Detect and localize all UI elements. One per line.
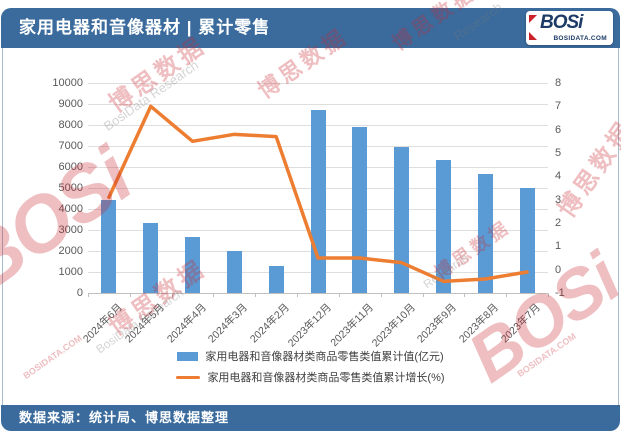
y-axis-left-tick-label: 5000 [58, 182, 83, 194]
gridline [88, 83, 548, 84]
y-axis-right-tick-label: 2 [555, 217, 562, 229]
x-axis-tick [88, 293, 89, 297]
bar-2023年7月 [519, 188, 535, 293]
y-axis-left: 0 1000 2000 3000 4000 5000 6000 7000 8000 9000 100… [3, 77, 83, 299]
x-axis-tick [338, 293, 340, 297]
logo-accent-icon [529, 15, 537, 23]
legend-label: 家用电器和音像器材类商品零售类值累计增长(%) [207, 372, 445, 384]
legend-item-line: 家用电器和音像器材类商品零售类值累计增长(%) [176, 369, 445, 385]
chart-region: 0 1000 2000 3000 4000 5000 6000 7000 8000 9000 100… [2, 48, 619, 405]
bar-2023年11月 [352, 127, 368, 293]
logo-accent-icon [529, 32, 537, 40]
x-axis-tick [255, 293, 257, 297]
y-axis-left-tick-label: 4000 [58, 203, 83, 215]
growth-line [107, 104, 529, 284]
growth-line-series [107, 104, 529, 284]
x-axis-tick [380, 293, 382, 297]
bar-2024年5月 [143, 222, 159, 293]
bar-2024年4月 [185, 237, 201, 293]
x-axis-tick [464, 293, 466, 297]
y-axis-left-tick-label: 2000 [58, 245, 83, 257]
x-axis-tick [506, 293, 508, 297]
y-axis-right-tick-label: 8 [555, 77, 562, 89]
y-axis-right-tick-label: 7 [555, 100, 562, 113]
x-axis-tick [422, 293, 424, 297]
x-axis-tick [129, 293, 131, 297]
legend-item-bar: 家用电器和音像器材类商品零售类值累计值(亿元) [177, 348, 444, 364]
footer-bar: 数据来源：统计局、博思数据整理 [1, 405, 620, 431]
line-series-swatch [176, 375, 201, 379]
gridline [88, 104, 548, 105]
plot-area [88, 83, 548, 294]
logo-wordmark: BOSi [540, 12, 583, 33]
legend-label: 家用电器和音像器材类商品零售类值累计值(亿元) [205, 351, 444, 363]
x-axis-tick [297, 293, 299, 297]
bar-2023年8月 [477, 174, 493, 293]
bar-2023年9月 [435, 160, 451, 293]
y-axis-right-tick-label: 5 [555, 147, 562, 159]
page-title: 家用电器和音像器材 | 累计零售 [19, 18, 271, 37]
y-axis-left-tick-label: 7000 [58, 140, 83, 152]
y-axis-right-tick-label: 3 [555, 193, 562, 206]
y-axis-right-tick-label: 0 [555, 263, 562, 276]
bosi-logo[interactable]: BOSi BOSIDATA.COM [526, 11, 613, 45]
bar-2024年6月 [101, 199, 117, 293]
y-axis-right-tick-label: 1 [555, 240, 562, 253]
y-axis-left-tick-label: 3000 [58, 224, 83, 236]
y-axis-right-tick-label: 4 [555, 170, 562, 183]
y-axis-left-tick-label: 8000 [58, 119, 83, 131]
header-bar: 家用电器和音像器材 | 累计零售 BOSi BOSIDATA.COM [1, 8, 620, 48]
x-axis-tick [171, 293, 173, 297]
y-axis-left-tick-label: 6000 [58, 161, 83, 173]
y-axis-left-tick-label: 9000 [58, 98, 83, 110]
bar-2024年3月 [226, 251, 242, 293]
bar-2024年2月 [268, 266, 284, 293]
y-axis-right-tick-label: -1 [555, 287, 565, 299]
x-axis-tick [213, 293, 215, 297]
x-axis-tick [548, 293, 549, 297]
y-axis-left-tick-label: 0 [76, 287, 83, 299]
gridline [88, 293, 548, 294]
chart-legend: 家用电器和音像器材类商品零售类值累计值(亿元) 家用电器和音像器材类商品零售类值… [3, 348, 618, 385]
bar-2023年10月 [394, 147, 410, 293]
y-axis-left-tick-label: 1000 [58, 266, 83, 278]
x-axis-ticks [88, 293, 549, 297]
data-source-note: 数据来源：统计局、博思数据整理 [19, 410, 230, 425]
y-axis-left-tick-label: 10000 [52, 77, 83, 89]
y-axis-right: -1 0 1 2 3 4 5 6 7 8 [555, 77, 595, 299]
bar-series-swatch [177, 351, 199, 361]
logo-url-text: BOSIDATA.COM [553, 35, 607, 42]
y-axis-right-tick-label: 6 [555, 123, 562, 136]
